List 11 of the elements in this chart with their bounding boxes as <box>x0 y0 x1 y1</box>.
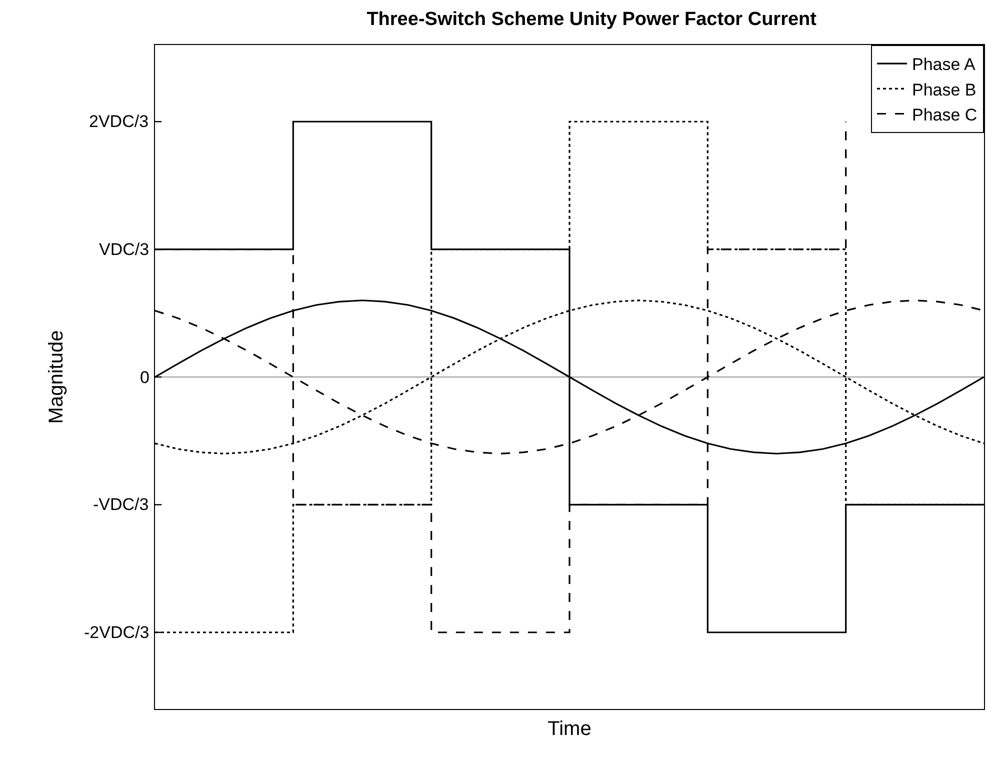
chart-title: Three-Switch Scheme Unity Power Factor Current <box>366 8 818 30</box>
y-axis-title: Magnitude <box>45 330 68 424</box>
text: 0 <box>140 368 150 387</box>
text: -2VDC/3 <box>84 623 150 642</box>
legend-label: Phase A <box>912 55 976 74</box>
text: 2VDC/3 <box>89 112 149 131</box>
text: VDC/3 <box>99 240 150 259</box>
legend-label: Phase C <box>912 105 978 124</box>
text: -VDC/3 <box>93 495 149 514</box>
x-axis-title: Time <box>548 718 592 740</box>
legend-label: Phase B <box>912 80 976 100</box>
